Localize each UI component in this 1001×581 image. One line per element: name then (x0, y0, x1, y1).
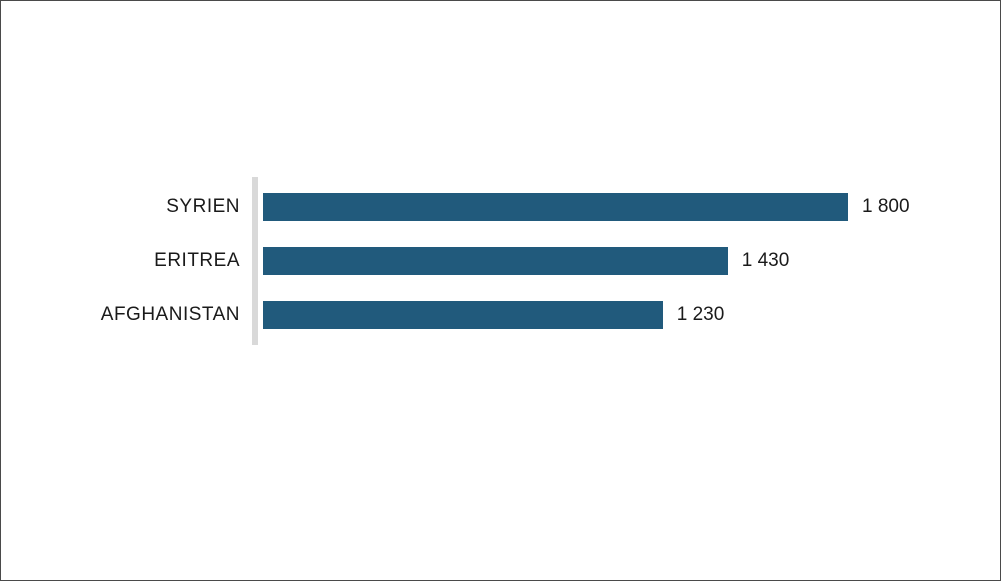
bar-value: 1 800 (862, 196, 910, 218)
bar-label: AFGHANISTAN (101, 304, 240, 326)
bar-row: ERITREA 1 430 (1, 247, 1000, 275)
bar-label: ERITREA (154, 250, 240, 272)
chart-frame: SYRIEN 1 800 ERITREA 1 430 AFGHANISTAN 1 230 (0, 0, 1001, 581)
bar (263, 193, 848, 221)
chart-area: SYRIEN 1 800 ERITREA 1 430 AFGHANISTAN 1 230 (1, 1, 1000, 580)
bar-value: 1 430 (742, 250, 790, 272)
bar (263, 301, 663, 329)
bar-value: 1 230 (677, 304, 725, 326)
bar-row: AFGHANISTAN 1 230 (1, 301, 1000, 329)
bar (263, 247, 728, 275)
bar-row: SYRIEN 1 800 (1, 193, 1000, 221)
bar-label: SYRIEN (166, 196, 240, 218)
